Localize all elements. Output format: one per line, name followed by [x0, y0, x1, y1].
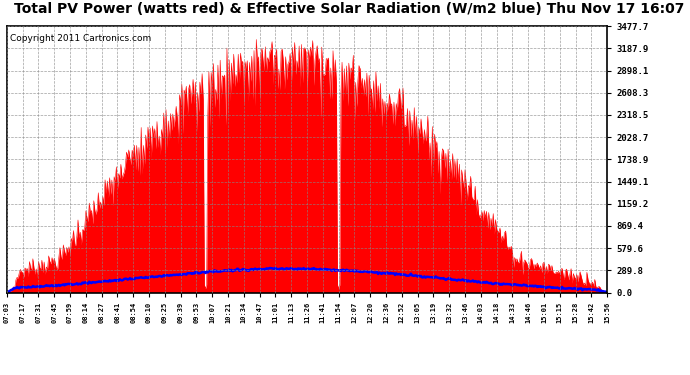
Text: Total PV Power (watts red) & Effective Solar Radiation (W/m2 blue) Thu Nov 17 16: Total PV Power (watts red) & Effective S…: [14, 2, 684, 16]
Text: Copyright 2011 Cartronics.com: Copyright 2011 Cartronics.com: [10, 34, 151, 43]
